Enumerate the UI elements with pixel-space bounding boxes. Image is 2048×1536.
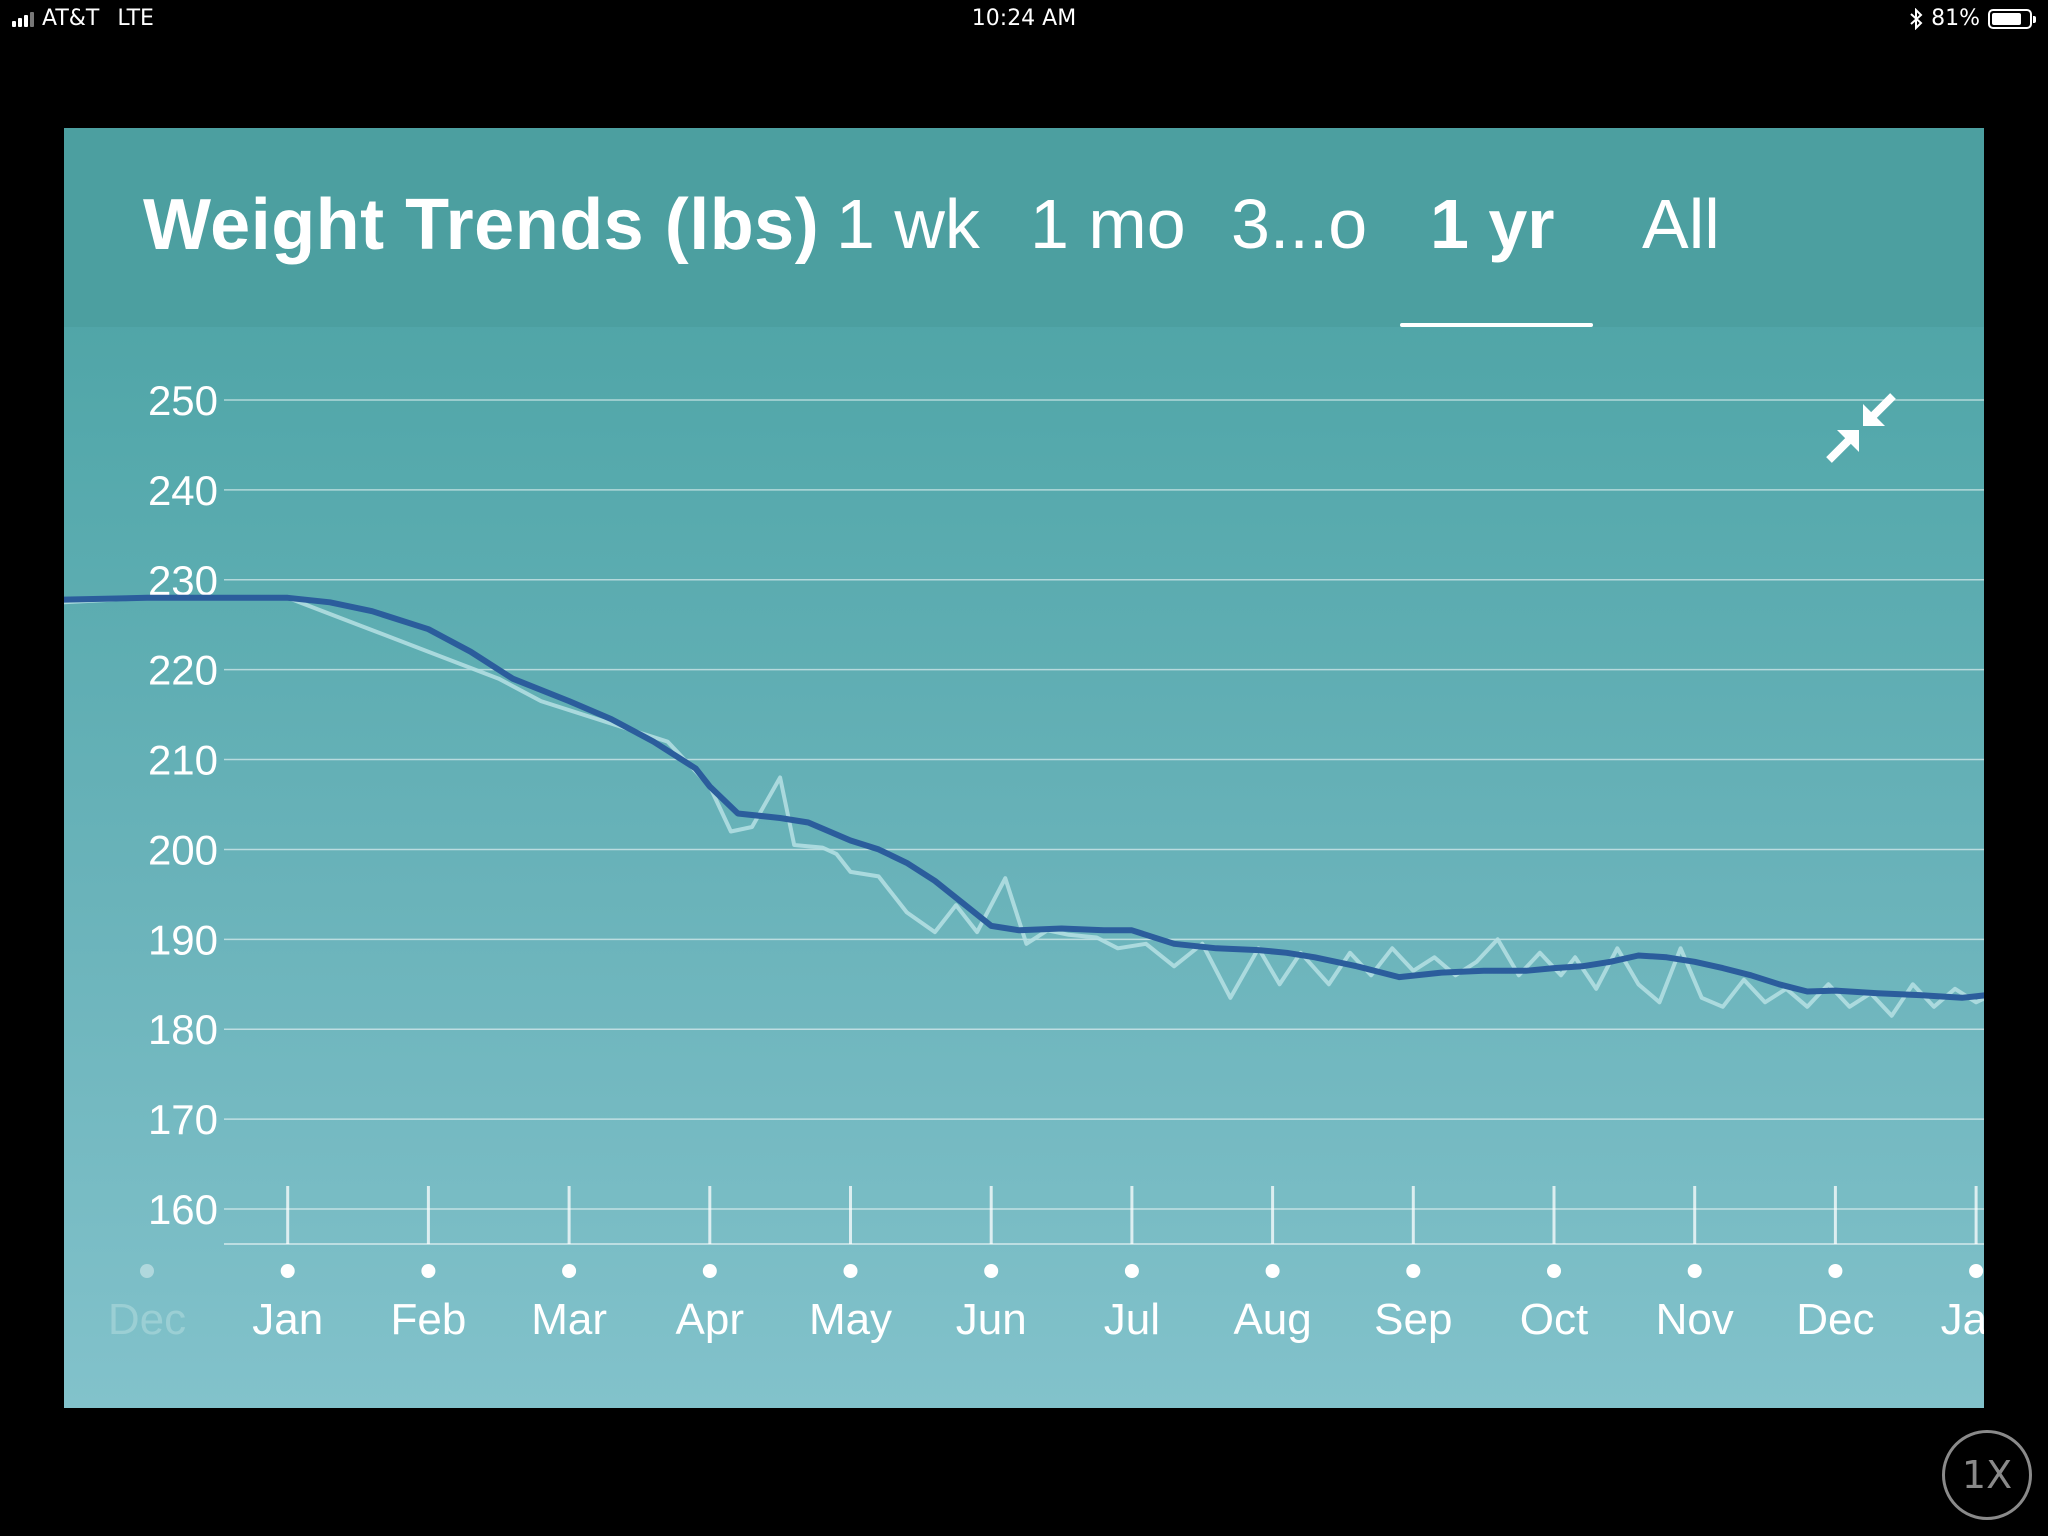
y-tick-label: 210: [148, 737, 218, 784]
clock: 10:24 AM: [971, 6, 1077, 31]
x-tick-label: Jan: [252, 1295, 323, 1344]
x-tick-dot: [1969, 1264, 1984, 1278]
bluetooth-icon: [1910, 7, 1923, 30]
tab-all[interactable]: All: [1642, 185, 1720, 263]
tab-1-week[interactable]: 1 wk: [836, 185, 980, 263]
x-tick-label: Nov: [1656, 1295, 1734, 1344]
status-left: AT&T LTE: [12, 6, 154, 31]
tab-3-months[interactable]: 3...o: [1231, 185, 1368, 263]
x-tick-label: Mar: [531, 1295, 607, 1344]
y-tick-label: 160: [148, 1186, 218, 1233]
x-tick-label: Apr: [676, 1295, 744, 1344]
y-tick-label: 240: [148, 467, 218, 514]
x-tick-dot: [280, 1264, 295, 1278]
x-tick-label: Jan: [1941, 1295, 1984, 1344]
x-tick-dot: [1124, 1264, 1139, 1278]
x-tick-dot: [1687, 1264, 1702, 1278]
tab-1-year[interactable]: 1 yr: [1430, 185, 1555, 263]
x-tick-dot: [1406, 1264, 1421, 1278]
carrier-label: AT&T: [42, 6, 100, 31]
x-tick-dot: [702, 1264, 717, 1278]
x-tick-label: Oct: [1520, 1295, 1588, 1344]
battery-icon: [1988, 8, 2036, 29]
x-tick-dot: [843, 1264, 858, 1278]
status-bar: AT&T LTE 10:24 AM 81%: [0, 0, 2048, 42]
battery-fill: [1992, 12, 2021, 25]
collapse-button[interactable]: [1823, 390, 1899, 466]
y-tick-label: 180: [148, 1006, 218, 1053]
chart-title: Weight Trends (lbs): [143, 185, 820, 265]
x-tick-label: Sep: [1374, 1295, 1452, 1344]
y-tick-label: 190: [148, 916, 218, 963]
battery-percent: 81%: [1931, 6, 1980, 31]
y-tick-label: 200: [148, 826, 218, 873]
x-tick-label: Dec: [108, 1295, 186, 1344]
raw-weight-line: [64, 595, 1984, 1018]
x-tick-dot: [562, 1264, 577, 1278]
x-tick-label: May: [809, 1295, 892, 1344]
weight-trends-panel: Weight Trends (lbs) 1 wk 1 mo 3...o 1 yr…: [64, 128, 1984, 1408]
x-tick-label: Jul: [1104, 1295, 1160, 1344]
x-tick-label: Dec: [1796, 1295, 1874, 1344]
y-tick-label: 220: [148, 647, 218, 694]
signal-icon: [12, 11, 34, 27]
network-label: LTE: [117, 6, 154, 31]
x-tick-label: Feb: [390, 1295, 466, 1344]
x-tick-dot: [984, 1264, 999, 1278]
status-right: 81%: [1909, 6, 2036, 31]
x-tick-label: Aug: [1233, 1295, 1311, 1344]
x-tick-dot: [140, 1264, 154, 1278]
x-tick-dot: [421, 1264, 436, 1278]
y-tick-label: 170: [148, 1096, 218, 1143]
active-tab-underline: [1400, 323, 1593, 327]
x-tick-label: Jun: [956, 1295, 1027, 1344]
x-tick-dot: [1547, 1264, 1561, 1278]
collapse-arrows-icon: [1826, 393, 1896, 463]
tab-1-month[interactable]: 1 mo: [1030, 185, 1186, 263]
x-tick-dot: [1828, 1264, 1843, 1278]
panel-header: [64, 128, 1984, 327]
zoom-1x-button[interactable]: 1X: [1942, 1430, 2032, 1520]
x-tick-dot: [1265, 1264, 1280, 1278]
trend-line: [64, 594, 1984, 1001]
y-tick-label: 250: [148, 377, 218, 424]
